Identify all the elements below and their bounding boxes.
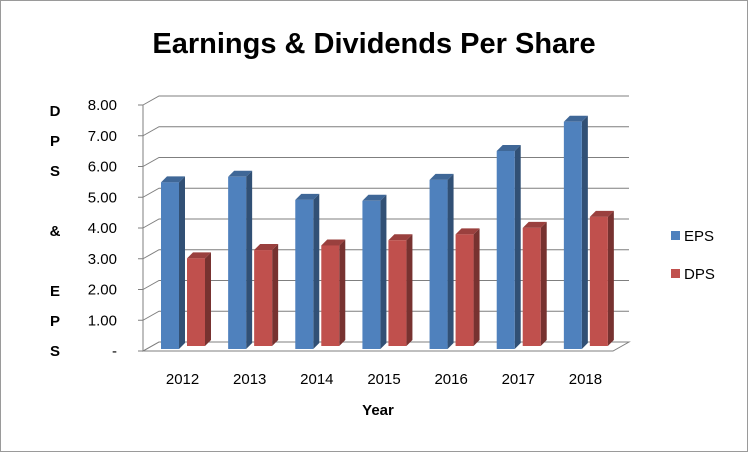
bar-dps-2014 [321, 239, 346, 346]
y-axis-label-char: P [50, 313, 60, 330]
bar-dps-2013 [254, 244, 279, 346]
bar-eps-2014 [295, 193, 320, 349]
gridline [142, 95, 629, 106]
bar-eps-2012 [161, 176, 185, 349]
bar-dps-2015 [388, 234, 413, 346]
bar-dps-2018 [589, 210, 614, 346]
floor [141, 341, 631, 352]
y-tick-label: 7.00 [88, 128, 117, 145]
y-tick-label: 4.00 [88, 220, 117, 237]
x-tick-label: 2014 [300, 371, 333, 388]
bar-eps-2013 [228, 170, 253, 349]
bar-eps-2016 [429, 173, 454, 349]
y-axis-label-char: D [50, 103, 61, 120]
gridline [142, 126, 629, 137]
bars [161, 115, 614, 349]
bar-dps-2012 [187, 252, 211, 346]
legend-swatch [671, 231, 680, 240]
x-tick-label: 2012 [166, 371, 199, 388]
bar-dps-2016 [455, 228, 480, 346]
legend-item-eps: EPS [671, 228, 714, 245]
bar-dps-2017 [522, 221, 547, 346]
legend-label: EPS [684, 228, 714, 245]
chart-title: Earnings & Dividends Per Share [152, 28, 595, 60]
y-axis-label-char: & [50, 223, 61, 240]
legend: EPS DPS [671, 228, 715, 283]
y-axis-label-char: S [50, 163, 60, 180]
x-tick-label: 2013 [233, 371, 266, 388]
x-tick-label: 2018 [569, 371, 602, 388]
bar-eps-2018 [563, 115, 588, 349]
x-tick-label: 2015 [367, 371, 400, 388]
legend-label: DPS [684, 266, 715, 283]
bar-eps-2017 [496, 144, 521, 349]
y-tick-label: 5.00 [88, 189, 117, 206]
gridline [142, 157, 629, 167]
x-tick-label: 2017 [502, 371, 535, 388]
bar-eps-2015 [362, 194, 387, 349]
y-tick-label: 8.00 [88, 97, 117, 114]
legend-item-dps: DPS [671, 266, 715, 283]
gridlines [138, 95, 629, 352]
y-tick-label: 6.00 [88, 159, 117, 176]
y-axis-label-char: P [50, 133, 60, 150]
x-tick-labels: 2012 2013 2014 2015 2016 2017 2018 [166, 371, 602, 388]
x-axis-label: Year [362, 402, 394, 419]
gridline [142, 187, 629, 198]
left-wall [142, 105, 160, 352]
y-axis-label-char: S [50, 343, 60, 360]
x-tick-label: 2016 [434, 371, 467, 388]
y-tick-label: 2.00 [88, 282, 117, 299]
y-tick-label: 1.00 [88, 312, 117, 329]
y-tick-labels: - 1.00 2.00 3.00 4.00 5.00 6.00 7.00 8.00 [88, 97, 117, 360]
y-axis-label: DPS&EPS [50, 103, 61, 360]
legend-swatch [671, 269, 680, 278]
gridline [142, 218, 629, 229]
y-axis-label-char: E [50, 283, 60, 300]
y-tick-label: - [112, 343, 117, 360]
y-tick-label: 3.00 [88, 251, 117, 268]
